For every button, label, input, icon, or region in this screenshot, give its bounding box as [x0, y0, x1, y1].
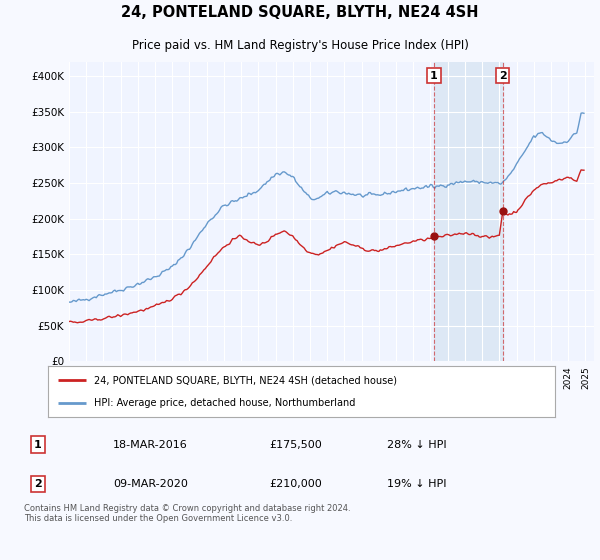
Text: 2: 2	[34, 479, 42, 489]
Text: 19% ↓ HPI: 19% ↓ HPI	[387, 479, 446, 489]
Text: Contains HM Land Registry data © Crown copyright and database right 2024.
This d: Contains HM Land Registry data © Crown c…	[24, 504, 350, 524]
Text: Price paid vs. HM Land Registry's House Price Index (HPI): Price paid vs. HM Land Registry's House …	[131, 39, 469, 53]
Text: 1: 1	[430, 71, 438, 81]
Text: 24, PONTELAND SQUARE, BLYTH, NE24 4SH: 24, PONTELAND SQUARE, BLYTH, NE24 4SH	[121, 6, 479, 20]
Text: 1: 1	[34, 440, 42, 450]
Text: £175,500: £175,500	[269, 440, 322, 450]
Text: 2: 2	[499, 71, 506, 81]
Text: 28% ↓ HPI: 28% ↓ HPI	[387, 440, 446, 450]
Text: 24, PONTELAND SQUARE, BLYTH, NE24 4SH (detached house): 24, PONTELAND SQUARE, BLYTH, NE24 4SH (d…	[94, 375, 397, 385]
Bar	[434, 62, 503, 361]
Text: 18-MAR-2016: 18-MAR-2016	[113, 440, 188, 450]
Text: £210,000: £210,000	[269, 479, 322, 489]
Text: HPI: Average price, detached house, Northumberland: HPI: Average price, detached house, Nort…	[94, 398, 355, 408]
Text: 09-MAR-2020: 09-MAR-2020	[113, 479, 188, 489]
